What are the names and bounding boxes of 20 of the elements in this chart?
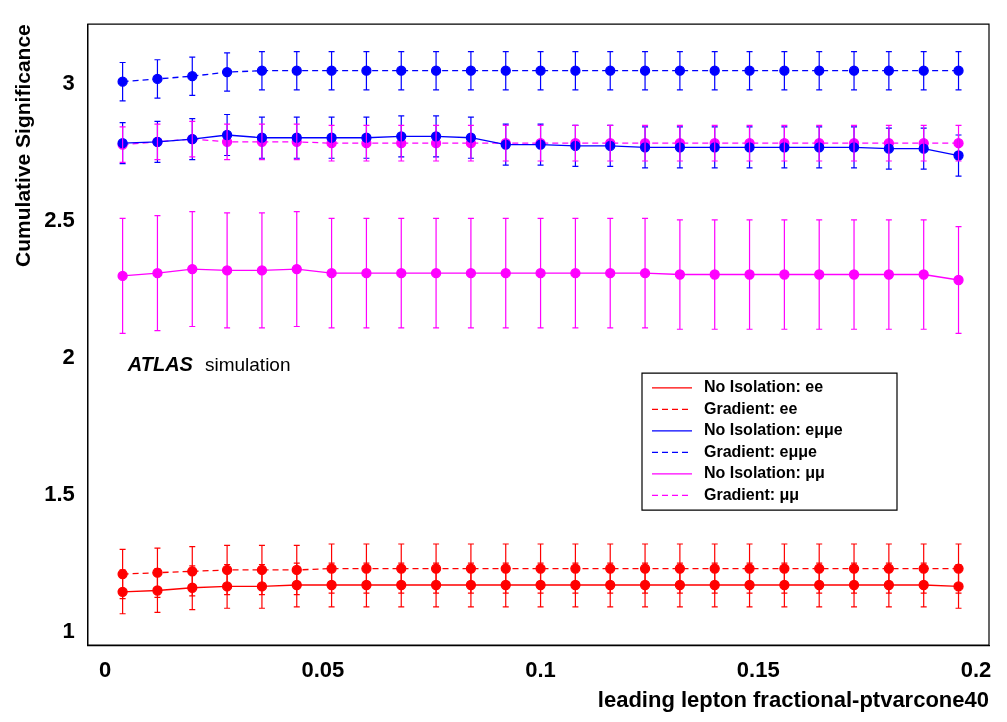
legend-label: No Isolation: μμ	[704, 464, 825, 482]
y-tick-label: 1.5	[44, 480, 75, 506]
y-tick-label: 1	[62, 617, 75, 643]
legend-label: Gradient: eμμe	[704, 442, 818, 460]
annotation: ATLAS	[126, 353, 194, 376]
legend-label: Gradient: μμ	[704, 485, 800, 503]
y-tick-label: 2.5	[44, 207, 75, 233]
x-axis-title: leading lepton fractional-ptvarcone40	[597, 686, 989, 712]
y-tick-label: 2	[62, 344, 75, 370]
legend-label: No Isolation: eμμe	[704, 421, 843, 439]
x-tick-label: 0.05	[301, 657, 345, 683]
legend-label: No Isolation: ee	[704, 378, 824, 396]
legend-label: Gradient: ee	[704, 399, 798, 417]
x-tick-label: 0.2	[960, 657, 992, 683]
x-tick-label: 0.15	[736, 657, 780, 683]
annotation: simulation	[204, 353, 291, 375]
x-tick-label: 0	[99, 657, 112, 683]
y-axis-title: Cumulative Significance	[11, 24, 35, 267]
y-tick-label: 3	[62, 70, 75, 96]
x-tick-label: 0.1	[525, 657, 556, 683]
